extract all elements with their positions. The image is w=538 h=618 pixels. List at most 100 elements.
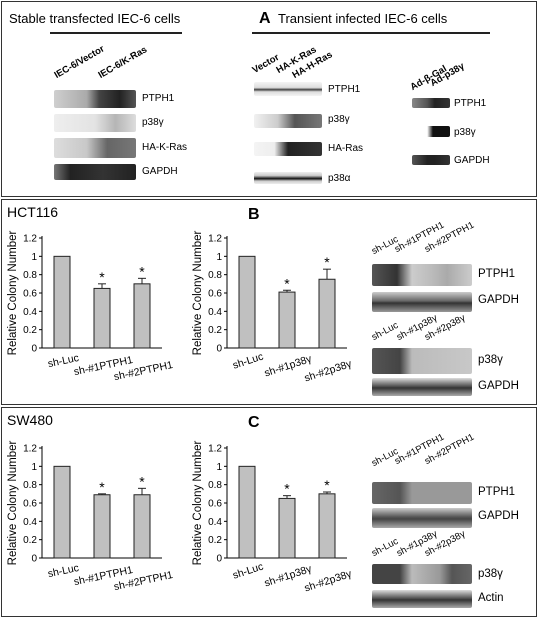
transient-underline — [252, 32, 490, 34]
band-label: GAPDH — [142, 166, 178, 177]
panel-b: HCT116 B Relative Colony Number 0 0.2 0.4 0.… — [1, 199, 537, 405]
y-tick-label: 0.2 — [23, 325, 37, 336]
y-tick-label: 0.4 — [208, 517, 222, 528]
band-label: p38γ — [478, 568, 503, 580]
bar-chart-sw480-ptph1: Relative Colony Number 00.20.40.60.811.2s… — [7, 441, 174, 594]
y-axis-label: Relative Colony Number — [192, 441, 204, 566]
cell-line-label: HCT116 — [7, 204, 59, 220]
bar-chart-sw480-p38: Relative Colony Number 0 0.2 0.4 0.6 0.8 1 1.2 s… — [192, 441, 354, 595]
significance-mark: * — [324, 477, 330, 493]
blot-strip — [254, 114, 322, 128]
y-tick-label: 0.6 — [208, 289, 222, 300]
band-label: GAPDH — [478, 294, 519, 306]
significance-mark: * — [284, 481, 290, 497]
significance-mark: * — [324, 254, 330, 270]
bar — [93, 494, 111, 559]
band-label: p38γ — [454, 127, 476, 138]
bar — [238, 255, 256, 349]
blot-strip — [54, 90, 136, 108]
blot-strip — [254, 172, 322, 184]
y-tick-label: 0.4 — [23, 517, 37, 528]
bar — [133, 283, 151, 349]
significance-mark: * — [284, 275, 290, 291]
band-label: GAPDH — [454, 155, 490, 166]
y-tick-label: 1 — [31, 462, 37, 473]
y-tick-label: 0.8 — [208, 480, 222, 491]
band-label: PTPH1 — [142, 93, 175, 104]
blot-strip — [54, 164, 136, 180]
y-tick-label: 0 — [216, 554, 222, 565]
stable-title: Stable transfected IEC-6 cells — [9, 11, 181, 26]
band-label: PTPH1 — [328, 84, 361, 95]
cell-line-label: SW480 — [7, 412, 53, 428]
y-axis-label: Relative Colony Number — [7, 441, 19, 566]
band-label: p38γ — [328, 114, 350, 125]
blot-strip — [372, 508, 472, 528]
y-axis-label: Relative Colony Number — [7, 231, 19, 356]
blot-strip — [372, 348, 472, 374]
blot-strip — [54, 114, 136, 132]
y-tick-label: 0.6 — [23, 289, 37, 300]
y-tick-label: 0 — [31, 344, 37, 355]
band-label: p38α — [328, 173, 351, 184]
bar — [238, 465, 256, 559]
bar — [53, 465, 71, 559]
band-label: PTPH1 — [454, 98, 487, 109]
panel-a: Stable transfected IEC-6 cells A Transie… — [1, 1, 537, 197]
bar — [278, 497, 296, 559]
panel-c: SW480 C Relative Colony Number 0 0.2 0.4 0.6… — [1, 407, 537, 617]
y-tick-label: 0 — [31, 554, 37, 565]
y-tick-label: 1 — [216, 252, 222, 263]
bar — [318, 278, 336, 349]
y-tick-label: 1.2 — [23, 234, 37, 245]
blot-strip — [412, 155, 450, 165]
y-tick-label: 0.4 — [23, 307, 37, 318]
band-label: GAPDH — [478, 510, 519, 522]
y-tick-label: 0.2 — [208, 535, 222, 546]
band-label: Actin — [478, 592, 504, 604]
blot-strip — [412, 98, 450, 108]
bar — [93, 287, 111, 349]
y-tick-label: 1.2 — [23, 444, 37, 455]
x-tick-label: sh-Luc — [231, 351, 265, 372]
band-label: HA-K-Ras — [142, 142, 188, 153]
stable-underline — [50, 32, 182, 34]
y-tick-label: 0 — [216, 344, 222, 355]
panel-letter-b: B — [248, 206, 260, 223]
band-label: p38γ — [142, 117, 164, 128]
x-tick-label: sh-Luc — [231, 561, 265, 582]
significance-mark: * — [139, 263, 145, 279]
y-tick-label: 0.6 — [208, 499, 222, 510]
significance-mark: * — [99, 269, 105, 285]
blot-strip — [54, 138, 136, 158]
blot-strip — [372, 264, 472, 286]
bar-chart-hct116-p38: Relative Colony Number 0 0.2 0.4 0.6 0.8 1 1.2 s… — [192, 231, 354, 385]
blot-strip — [254, 82, 322, 96]
blot-strip — [372, 564, 472, 584]
band-label: GAPDH — [478, 380, 519, 392]
y-tick-label: 0.4 — [208, 307, 222, 318]
bar — [278, 291, 296, 349]
y-tick-label: 0.2 — [23, 535, 37, 546]
blot-strip — [412, 126, 450, 137]
y-tick-label: 0.8 — [23, 480, 37, 491]
blot-strip — [372, 378, 472, 396]
band-label: PTPH1 — [478, 486, 516, 498]
transient-title: Transient infected IEC-6 cells — [278, 11, 448, 26]
blot-strip — [254, 142, 322, 156]
y-tick-label: 1 — [31, 252, 37, 263]
lane-label: Ad-p38γ — [428, 60, 467, 89]
y-tick-label: 0.8 — [23, 270, 37, 281]
y-tick-label: 0.6 — [23, 499, 37, 510]
y-tick-label: 1 — [216, 462, 222, 473]
y-axis-label: Relative Colony Number — [192, 231, 204, 356]
band-label: HA-Ras — [328, 143, 364, 154]
bar — [133, 494, 151, 559]
blot-strip — [372, 590, 472, 608]
blot-strip — [372, 292, 472, 312]
band-label: PTPH1 — [478, 268, 516, 280]
blot-strip — [372, 482, 472, 504]
y-tick-label: 0.2 — [208, 325, 222, 336]
bar — [318, 493, 336, 559]
panel-letter-a: A — [259, 10, 271, 27]
